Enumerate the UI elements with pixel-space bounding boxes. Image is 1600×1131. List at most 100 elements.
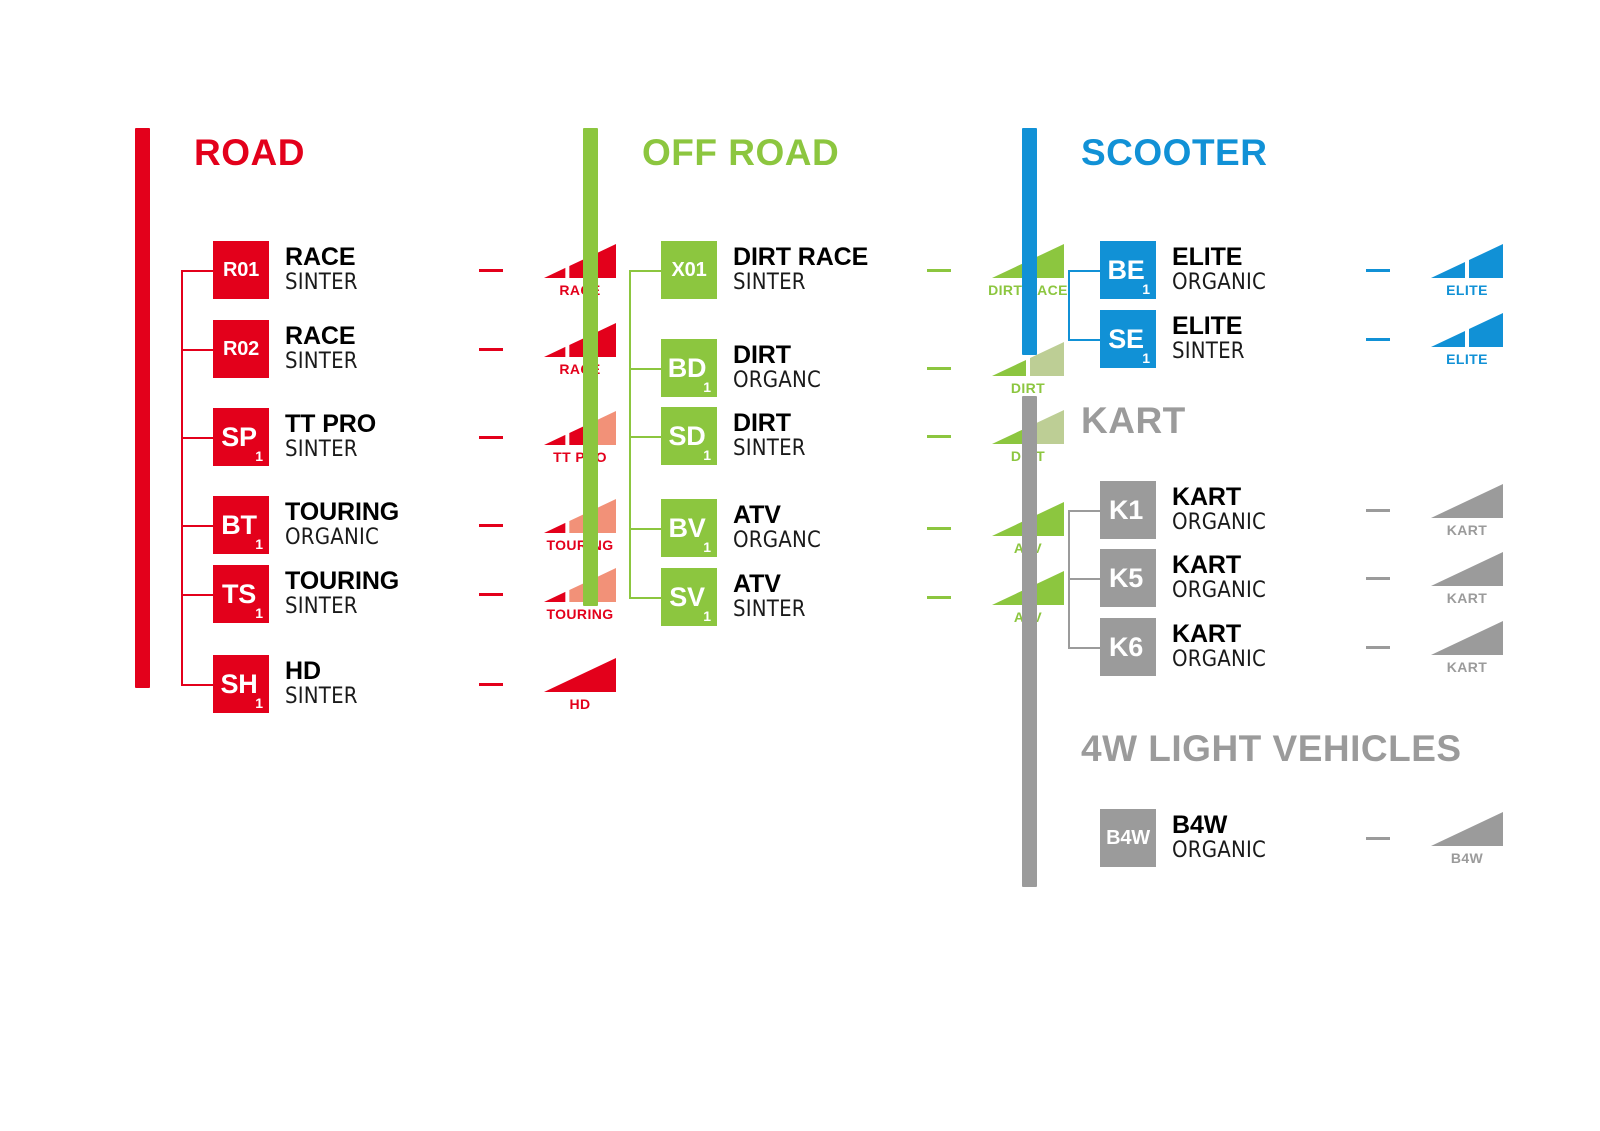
tree-branch (1068, 339, 1101, 341)
performance-level-icon: RACE (525, 322, 635, 376)
product-text-block: HD SINTER (285, 658, 475, 709)
product-row[interactable]: SD1 DIRTSINTERDIRT (661, 407, 1083, 465)
product-code-badge[interactable]: SV 1 (661, 568, 717, 626)
product-name: KART (1172, 483, 1242, 512)
product-text-block: B4W ORGANIC (1172, 812, 1362, 863)
product-code-badge[interactable]: SH 1 (213, 655, 269, 713)
product-code-badge[interactable]: BT 1 (213, 496, 269, 554)
product-row[interactable]: TS 1 TOURING SINTER TOURING (213, 565, 635, 623)
product-name: HD (285, 657, 321, 686)
performance-label: DIRT (1010, 379, 1046, 396)
product-row[interactable]: B4W B4W ORGANIC B4W (1100, 809, 1522, 867)
product-row[interactable]: K1 KART ORGANIC KART (1100, 481, 1522, 539)
product-row[interactable]: K6 KART ORGANIC KART (1100, 618, 1522, 676)
product-code-badge[interactable]: X01 (661, 241, 717, 299)
product-code-label: SV (669, 581, 705, 612)
product-name: ELITE (1172, 243, 1243, 272)
product-name: TOURING (285, 567, 400, 596)
performance-level-icon: RACE (525, 243, 635, 297)
product-row[interactable]: BD 1 DIRT ORGANC DIRT (661, 339, 1083, 397)
category-title: KART (1081, 400, 1186, 441)
performance-label: ELITE (1446, 281, 1488, 298)
product-row[interactable]: SP 1 TT PRO SINTER TT PRO (213, 408, 635, 466)
performance-label: KART (1446, 521, 1488, 538)
product-material: ORGANIC (1172, 837, 1267, 863)
product-row[interactable]: SE 1 ELITE SINTER ELITE (1100, 310, 1522, 368)
product-code-label: BV (668, 512, 706, 543)
product-name: TT PRO (285, 410, 377, 439)
product-code-badge[interactable]: K6 (1100, 618, 1156, 676)
product-text-block: ATV ORGANC (733, 502, 923, 553)
tree-branch (629, 597, 662, 599)
product-code-label: X01 (671, 259, 707, 281)
product-code-badge[interactable]: B4W (1100, 809, 1156, 867)
product-row[interactable]: SH 1 HD SINTER HD (213, 655, 635, 713)
category-group: 4W LIGHT VEHICLES B4W B4W ORGANIC B4W (1022, 724, 1503, 887)
product-name: B4W (1172, 811, 1228, 840)
product-code-badge[interactable]: SP 1 (213, 408, 269, 466)
product-code-label: K1 (1108, 494, 1144, 525)
product-code-badge[interactable]: BV 1 (661, 499, 717, 557)
product-row[interactable]: R01 RACE SINTER RACE (213, 241, 635, 299)
performance-level-icon: KART (1412, 483, 1522, 538)
product-row[interactable]: X01 DIRT RACE SINTER DIRT RACE (661, 241, 1083, 299)
performance-label: ELITE (1446, 350, 1488, 367)
performance-level-icon: B4W (1412, 811, 1522, 865)
category-title: OFF ROAD (642, 132, 840, 173)
product-material: ORGANIC (1172, 646, 1267, 672)
category-accent-bar (583, 128, 598, 606)
product-code-badge[interactable]: R02 (213, 320, 269, 378)
product-code-badge[interactable]: BD 1 (661, 339, 717, 397)
product-name: ELITE (1172, 312, 1243, 341)
product-code-subscript: 1 (255, 695, 263, 711)
product-material: SINTER (733, 596, 806, 622)
product-code-label: SD (668, 420, 706, 451)
performance-label: KART (1446, 658, 1488, 675)
category-title: ROAD (194, 132, 305, 173)
performance-level-icon: ELITE (1412, 312, 1522, 367)
product-code-subscript: 1 (255, 448, 263, 464)
category-title: SCOOTER (1081, 132, 1268, 173)
product-row[interactable]: K5 KART ORGANIC KART (1100, 549, 1522, 607)
product-name: DIRT (733, 409, 791, 438)
tree-branch (1068, 510, 1101, 512)
product-row[interactable]: BV1 ATVORGANCATV (661, 499, 1083, 557)
performance-level-icon: KART (1412, 551, 1522, 606)
product-code-label: K6 (1108, 631, 1144, 662)
product-code-badge[interactable]: SE 1 (1100, 310, 1156, 368)
product-code-label: BE (1107, 254, 1145, 285)
product-row[interactable]: R02 RACE SINTER RACE (213, 320, 635, 378)
category-group: OFF ROAD X01 DIRT RACE SINTER DIRT RACE BD 1 DI… (583, 128, 1068, 626)
product-code-badge[interactable]: R01 (213, 241, 269, 299)
product-text-block: KART ORGANIC (1172, 484, 1362, 535)
product-material: ORGANIC (285, 524, 380, 550)
product-material: ORGANIC (1172, 269, 1267, 295)
performance-label: HD (569, 695, 591, 712)
product-code-badge[interactable]: TS 1 (213, 565, 269, 623)
product-code-label: K5 (1108, 562, 1144, 593)
product-material: SINTER (1172, 338, 1245, 364)
product-code-badge[interactable]: K1 (1100, 481, 1156, 539)
product-code-subscript: 1 (703, 539, 711, 555)
product-text-block: TOURING ORGANIC (285, 499, 475, 550)
product-code-badge[interactable]: BE 1 (1100, 241, 1156, 299)
category-group: ROAD R01 RACE SINTER RACE R02 RACE SINTER RACE SP… (135, 128, 616, 713)
product-name: ATV (733, 570, 781, 599)
row-dash-separator (479, 268, 503, 272)
product-row[interactable]: BE 1 ELITE ORGANIC ELITE (1100, 241, 1522, 299)
product-name: DIRT (733, 341, 791, 370)
product-code-label: BD (667, 352, 707, 383)
product-text-block: RACE SINTER (285, 244, 475, 295)
product-row[interactable]: BT 1 TOURING ORGANIC TOURING (213, 496, 635, 554)
row-dash-separator (479, 682, 503, 686)
product-code-badge[interactable]: SD 1 (661, 407, 717, 465)
product-code-badge[interactable]: K5 (1100, 549, 1156, 607)
category-title: 4W LIGHT VEHICLES (1081, 728, 1462, 769)
product-row[interactable]: SV1 ATVSINTERATV (661, 568, 1083, 626)
performance-label: KART (1446, 589, 1488, 606)
product-name: KART (1172, 620, 1242, 649)
row-dash-separator (479, 523, 503, 527)
product-material: ORGANIC (1172, 577, 1267, 603)
row-dash-separator (1366, 645, 1390, 649)
product-text-block: KART ORGANIC (1172, 621, 1362, 672)
